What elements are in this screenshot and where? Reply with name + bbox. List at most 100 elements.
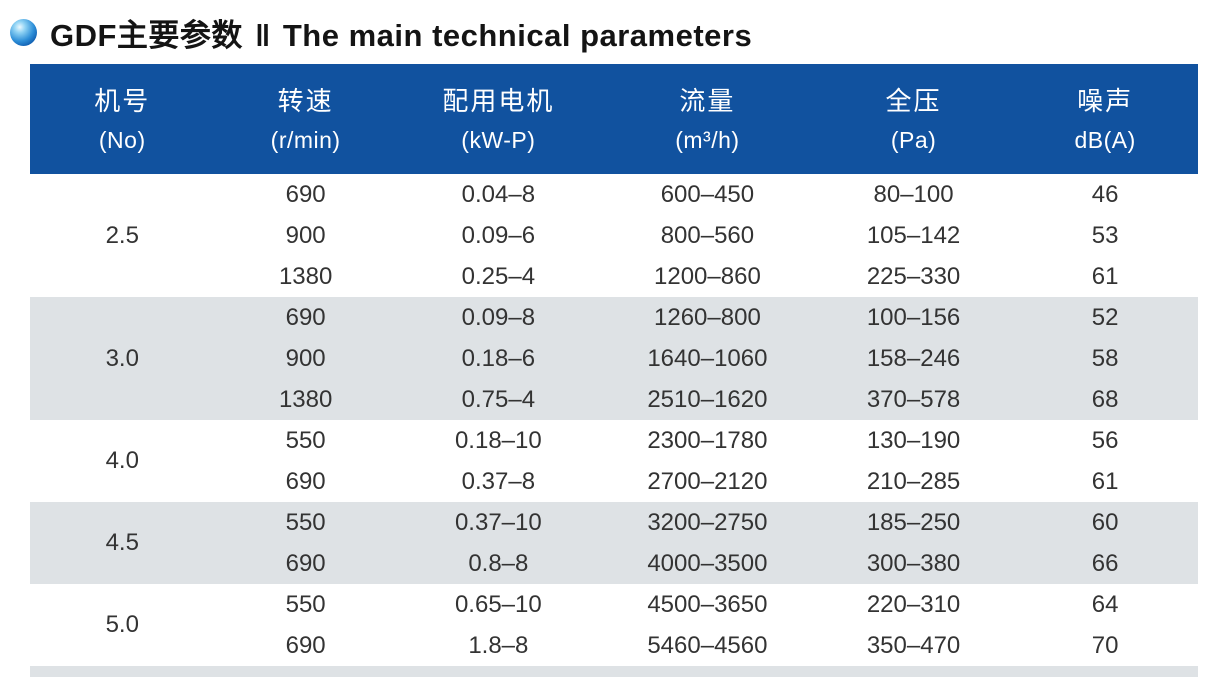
cell-pressure: 80–100 [814,174,1013,215]
cell-speed: 690 [214,625,397,666]
table-bottom-strip [30,666,1198,677]
col-header-speed-unit: (r/min) [270,126,341,153]
cell-flow: 1200–860 [599,256,815,297]
title-separator: ‖ [254,17,271,53]
table-row: 5.0 550 0.65–10 4500–3650 220–310 64 [30,584,1198,666]
table-row: 2.5 690 0.04–8 600–450 80–100 46 [30,174,1198,297]
cell-flow: 4500–3650 [599,584,815,625]
cell-motor: 0.09–8 [396,297,600,338]
col-header-model-zh: 机号 [94,85,151,116]
cell-pressure: 225–330 [814,256,1013,297]
cell-speed: 690 [214,461,397,502]
cell-motor: 0.18–10 [396,420,600,461]
cell-pressure: 370–578 [814,379,1013,420]
col-header-pressure: 全压 (Pa) [814,64,1013,174]
cell-motor: 0.37–10 [396,502,600,543]
cell-model-no: 4.5 [30,502,215,584]
cell-pressure: 105–142 [814,215,1013,256]
cell-motor: 1.8–8 [396,625,600,666]
group-2-5: 2.5 690 0.04–8 600–450 80–100 46 900 0.0… [30,174,1198,297]
cell-pressure: 158–246 [814,338,1013,379]
cell-noise: 58 [1012,338,1198,379]
table-row: 4.5 550 0.37–10 3200–2750 185–250 60 [30,502,1198,584]
cell-flow: 1640–1060 [599,338,815,379]
group-4-0: 4.0 550 0.18–10 2300–1780 130–190 56 690… [30,420,1198,502]
cell-pressure: 210–285 [814,461,1013,502]
page-title: GDF主要参数 ‖ The main technical parameters [50,10,752,55]
table-row: 690 0.37–8 2700–2120 210–285 61 [30,461,1198,502]
cell-flow: 5460–4560 [599,625,815,666]
cell-speed: 550 [214,420,397,461]
bullet-sphere-icon [10,18,37,46]
cell-speed: 690 [214,543,397,584]
table-row: 3.0 690 0.09–8 1260–800 100–156 52 [30,297,1198,420]
cell-motor: 0.8–8 [396,543,600,584]
cell-flow: 800–560 [599,215,815,256]
table-row: 1380 0.25–4 1200–860 225–330 61 [30,256,1198,297]
cell-motor: 0.09–6 [396,215,600,256]
cell-speed: 550 [214,502,397,543]
section-header: GDF主要参数 ‖ The main technical parameters [0,0,1230,55]
table-row: 900 0.09–6 800–560 105–142 53 [30,215,1198,256]
cell-speed: 900 [214,215,397,256]
group-3-0: 3.0 690 0.09–8 1260–800 100–156 52 900 0… [30,297,1198,420]
col-header-model-unit: (No) [98,126,146,153]
cell-model-no: 3.0 [30,297,215,420]
cell-motor: 0.04–8 [396,174,600,215]
cell-flow: 4000–3500 [599,543,815,584]
cell-motor: 0.65–10 [396,584,600,625]
cell-flow: 600–450 [599,174,815,215]
cell-speed: 690 [214,297,397,338]
table-header: 机号 (No) 转速 (r/min) 配用电机 (kW-P) 流量 (m³/h)… [30,64,1198,174]
cell-model-no: 4.0 [30,420,215,502]
cell-flow: 2510–1620 [599,379,815,420]
table-row: 900 0.18–6 1640–1060 158–246 58 [30,338,1198,379]
col-header-noise: 噪声 dB(A) [1012,64,1198,174]
col-header-speed-zh: 转速 [277,85,334,116]
parameters-table: 机号 (No) 转速 (r/min) 配用电机 (kW-P) 流量 (m³/h)… [30,64,1198,666]
cell-pressure: 300–380 [814,543,1013,584]
cell-noise: 66 [1012,543,1198,584]
col-header-flow-zh: 流量 [679,85,736,116]
cell-noise: 60 [1012,502,1198,543]
cell-pressure: 220–310 [814,584,1013,625]
cell-motor: 0.18–6 [396,338,600,379]
col-header-motor-zh: 配用电机 [442,85,555,116]
cell-flow: 2700–2120 [599,461,815,502]
col-header-motor: 配用电机 (kW-P) [396,64,600,174]
cell-model-no: 2.5 [30,174,215,297]
cell-noise: 52 [1012,297,1198,338]
col-header-noise-unit: dB(A) [1074,126,1136,153]
page-title-en: The main technical parameters [282,17,753,53]
cell-noise: 46 [1012,174,1198,215]
cell-pressure: 350–470 [814,625,1013,666]
cell-noise: 68 [1012,379,1198,420]
table-row: 690 1.8–8 5460–4560 350–470 70 [30,625,1198,666]
header-row: 机号 (No) 转速 (r/min) 配用电机 (kW-P) 流量 (m³/h)… [30,64,1198,174]
cell-noise: 61 [1012,461,1198,502]
col-header-motor-unit: (kW-P) [461,126,536,153]
col-header-flow: 流量 (m³/h) [599,64,815,174]
cell-speed: 1380 [214,379,397,420]
cell-speed: 690 [214,174,397,215]
page-title-zh: GDF主要参数 [50,17,243,53]
col-header-speed: 转速 (r/min) [214,64,397,174]
cell-speed: 1380 [214,256,397,297]
cell-pressure: 100–156 [814,297,1013,338]
group-4-5: 4.5 550 0.37–10 3200–2750 185–250 60 690… [30,502,1198,584]
cell-flow: 2300–1780 [599,420,815,461]
col-header-flow-unit: (m³/h) [675,126,740,153]
cell-model-no: 5.0 [30,584,215,666]
cell-pressure: 130–190 [814,420,1013,461]
col-header-noise-zh: 噪声 [1077,85,1134,116]
cell-noise: 70 [1012,625,1198,666]
col-header-pressure-zh: 全压 [885,85,942,116]
group-5-0: 5.0 550 0.65–10 4500–3650 220–310 64 690… [30,584,1198,666]
col-header-pressure-unit: (Pa) [890,126,937,153]
cell-pressure: 185–250 [814,502,1013,543]
cell-speed: 550 [214,584,397,625]
table-row: 690 0.8–8 4000–3500 300–380 66 [30,543,1198,584]
cell-flow: 1260–800 [599,297,815,338]
cell-noise: 61 [1012,256,1198,297]
